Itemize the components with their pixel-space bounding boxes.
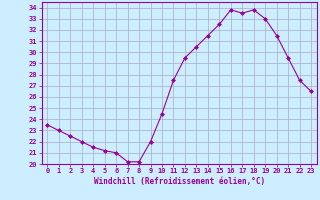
X-axis label: Windchill (Refroidissement éolien,°C): Windchill (Refroidissement éolien,°C) [94,177,265,186]
